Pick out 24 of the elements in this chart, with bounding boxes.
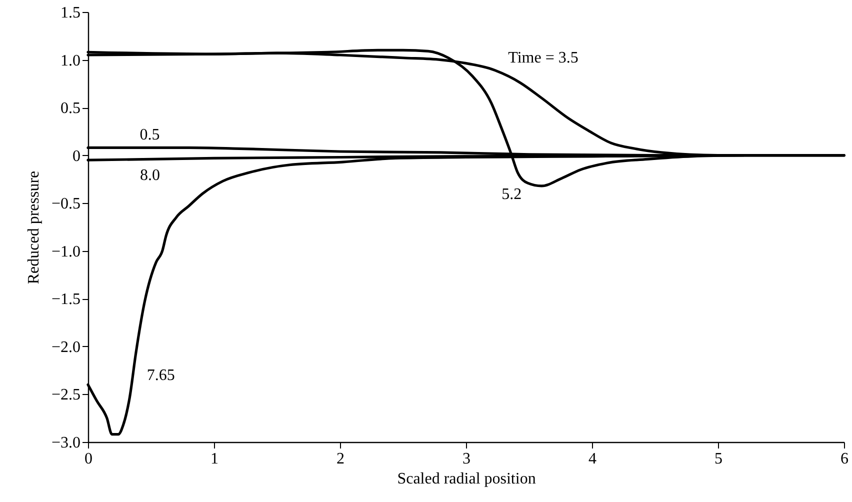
y-tick-label: 0 — [72, 148, 80, 165]
series-label: 7.65 — [146, 367, 175, 384]
series-label: 5.2 — [502, 186, 522, 203]
x-tick-label: 3 — [462, 450, 470, 468]
x-tick-label: 6 — [840, 450, 848, 468]
y-tick-label: −1.5 — [51, 291, 80, 308]
y-tick-label: −2.0 — [51, 338, 80, 356]
series-label: 8.0 — [140, 167, 160, 184]
x-tick-label: 2 — [336, 450, 344, 468]
y-tick-label: 0.5 — [60, 100, 80, 118]
x-tick-label: 1 — [210, 450, 218, 468]
y-tick-label: −3.0 — [51, 434, 80, 452]
series-label: 0.5 — [140, 126, 160, 144]
series-label: Time = 3.5 — [508, 50, 578, 67]
x-tick-label: 5 — [714, 450, 722, 468]
x-tick-label: 4 — [588, 450, 596, 468]
x-tick-label: 0 — [84, 450, 92, 468]
x-axis-title: Scaled radial position — [397, 470, 536, 488]
y-tick-label: 1.0 — [60, 52, 80, 70]
y-tick-label: −0.5 — [51, 196, 80, 213]
y-axis-title: Reduced pressure — [25, 170, 42, 284]
y-tick-label: −2.5 — [51, 386, 80, 404]
y-tick-label: −1.0 — [51, 243, 80, 260]
y-tick-label: 1.5 — [60, 4, 80, 22]
